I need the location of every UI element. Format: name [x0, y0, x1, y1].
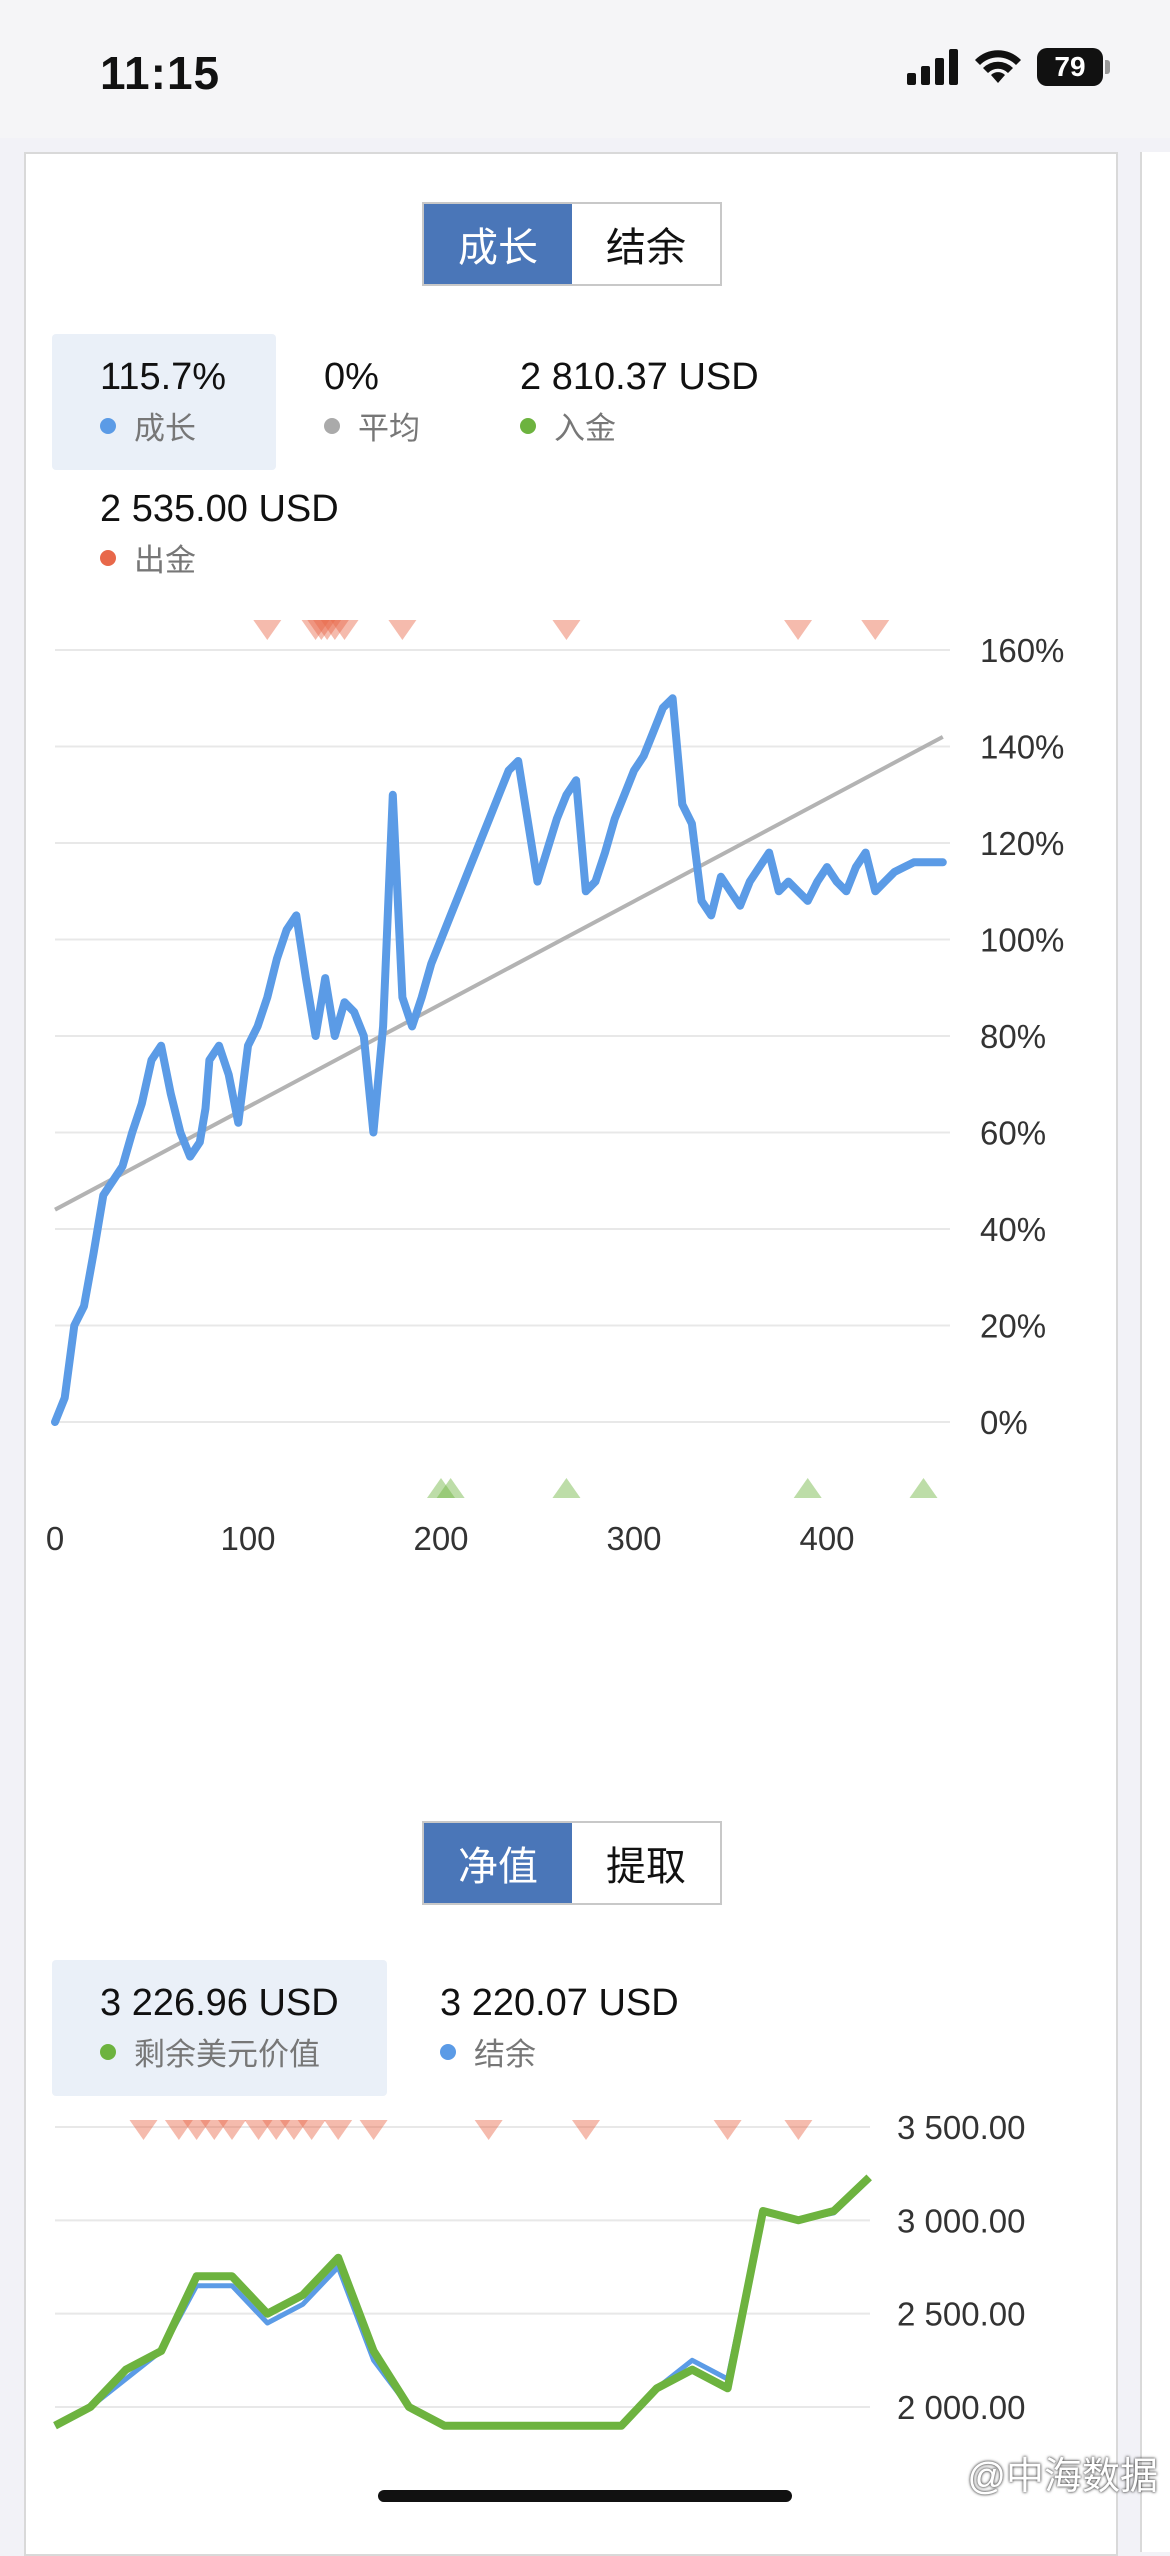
deposit-marker-icon [909, 1478, 938, 1498]
y-tick-label: 80% [980, 1018, 1046, 1055]
withdrawal-marker-icon [388, 620, 417, 640]
withdrawal-marker-icon [129, 2120, 158, 2140]
x-tick-label: 300 [606, 1520, 661, 1557]
equity-chart: 2 000.00 2 500.00 3 000.00 3 500.00 [53, 2109, 1025, 2430]
status-bar: 11:15 79 [0, 0, 1170, 138]
legend-dot-icon [440, 2043, 456, 2060]
deposit-marker-icon [552, 1478, 581, 1498]
withdrawal-marker-icon [359, 2120, 388, 2140]
y-tick-label: 60% [980, 1115, 1046, 1152]
withdrawal-marker-icon [164, 2120, 193, 2140]
status-icons: 79 [907, 48, 1110, 86]
withdrawal-marker-icon [784, 2120, 813, 2140]
y-tick-label: 120% [980, 825, 1064, 862]
withdrawal-marker-icon [572, 2120, 600, 2140]
clock: 11:15 [100, 47, 221, 99]
growth-series-line [51, 694, 947, 1426]
legend-dot-icon [100, 417, 116, 434]
equity-tab-group: 净值 提取 [422, 1821, 722, 1905]
withdrawal-marker-icon [324, 2120, 353, 2140]
deposit-marker-icon [793, 1478, 822, 1498]
legend-dot-icon [520, 417, 536, 434]
withdrawal-marker-icon [313, 620, 342, 640]
deposit-marker-icon [427, 1478, 455, 1498]
withdrawal-marker-icon [297, 2120, 326, 2140]
stat-label: 平均 [358, 411, 420, 446]
battery-icon: 79 [1037, 48, 1103, 86]
x-tick-label: 200 [413, 1520, 468, 1557]
withdrawal-marker-icon [200, 2120, 229, 2140]
wifi-icon [975, 50, 1021, 83]
withdrawal-marker-icon [253, 620, 282, 640]
x-tick-label: 0 [46, 1520, 64, 1557]
withdrawal-marker-icon [713, 2120, 742, 2140]
withdrawal-marker-icon [262, 2120, 291, 2140]
stat-equity[interactable]: 3 226.96 USD 剩余美元价值 [52, 1960, 387, 2096]
stat-value: 3 226.96 USD [100, 1982, 339, 2024]
battery-cap [1105, 60, 1110, 74]
withdrawal-marker-icon [861, 620, 890, 640]
tab-growth[interactable]: 成长 [424, 204, 572, 284]
stat-label: 成长 [134, 411, 196, 446]
x-tick-label: 100 [220, 1520, 275, 1557]
y-tick-label: 3 500.00 [897, 2109, 1025, 2146]
y-tick-label: 0% [980, 1404, 1028, 1441]
withdrawal-marker-icon [301, 620, 330, 640]
stat-balance[interactable]: 3 220.07 USD 结余 [392, 1960, 727, 2096]
y-tick-label: 3 000.00 [897, 2202, 1025, 2239]
withdrawal-marker-icon [330, 620, 359, 640]
deposit-marker-icon [436, 1478, 465, 1498]
withdrawal-marker-icon [552, 620, 581, 640]
x-tick-label: 400 [799, 1520, 854, 1557]
stat-growth[interactable]: 115.7% 成长 [52, 334, 276, 470]
cellular-signal-icon [907, 49, 958, 85]
stat-value: 0% [324, 356, 379, 398]
tab-balance[interactable]: 结余 [572, 204, 720, 284]
stat-average[interactable]: 0% 平均 [276, 334, 468, 470]
stat-label: 剩余美元价值 [134, 2037, 320, 2072]
stat-value: 3 220.07 USD [440, 1982, 679, 2024]
stat-label: 出金 [134, 543, 196, 578]
legend-dot-icon [100, 2043, 116, 2060]
withdrawal-marker-icon [474, 2120, 503, 2140]
y-tick-label: 2 000.00 [897, 2389, 1025, 2426]
average-trend-line [54, 735, 944, 1212]
legend-dot-icon [100, 549, 116, 566]
legend-dot-icon [324, 417, 340, 434]
withdrawal-marker-icon [244, 2120, 273, 2140]
y-tick-label: 140% [980, 729, 1064, 766]
stat-value: 115.7% [100, 356, 227, 398]
withdrawal-marker-icon [784, 620, 813, 640]
stat-value: 2 535.00 USD [100, 488, 339, 530]
next-card-edge [1140, 152, 1170, 2552]
stat-withdrawal[interactable]: 2 535.00 USD 出金 [52, 466, 387, 602]
stat-value: 2 810.37 USD [520, 356, 759, 398]
withdrawal-marker-icon [307, 620, 336, 640]
withdrawal-marker-icon [320, 620, 349, 640]
tab-withdraw[interactable]: 提取 [572, 1823, 720, 1903]
y-tick-label: 40% [980, 1211, 1046, 1248]
watermark: @中海数据 [967, 2456, 1158, 2498]
equity-series-line [53, 2174, 872, 2430]
stat-label: 入金 [554, 411, 616, 446]
y-tick-label: 160% [980, 632, 1064, 669]
withdrawal-marker-icon [182, 2120, 211, 2140]
home-indicator[interactable] [378, 2490, 792, 2502]
y-tick-label: 20% [980, 1308, 1046, 1345]
stat-label: 结余 [474, 2037, 536, 2072]
withdrawal-marker-icon [218, 2120, 246, 2140]
growth-chart: 0% 20% 40% 60% 80% 100% 120% 140% 160% 0 100 200 300… [46, 620, 1064, 1557]
stat-deposit[interactable]: 2 810.37 USD 入金 [472, 334, 807, 470]
content-card [24, 152, 1118, 2556]
y-tick-label: 2 500.00 [897, 2296, 1025, 2333]
growth-tab-group: 成长 结余 [422, 202, 722, 286]
withdrawal-marker-icon [279, 2120, 308, 2140]
y-tick-label: 100% [980, 922, 1064, 959]
tab-equity[interactable]: 净值 [424, 1823, 572, 1903]
